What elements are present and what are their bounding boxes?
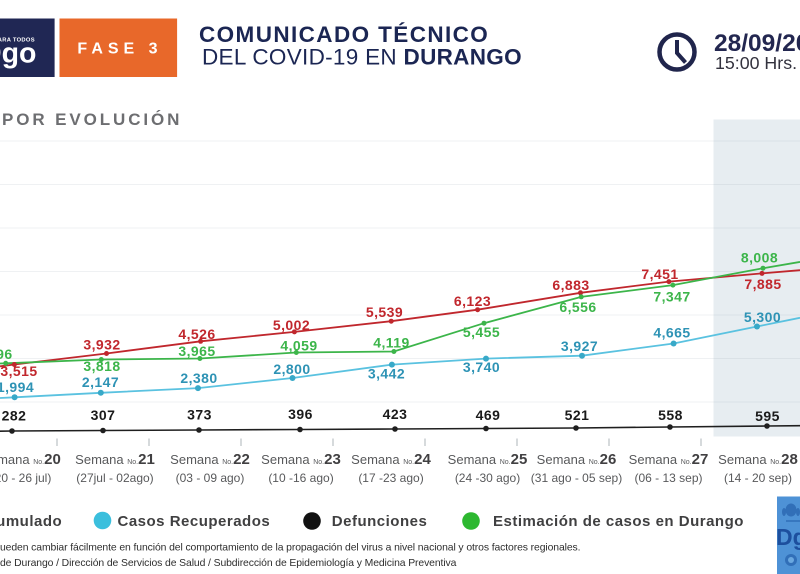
svg-text:558: 558 (658, 407, 683, 423)
svg-text:POR EVOLUCIÓN: POR EVOLUCIÓN (2, 110, 182, 129)
svg-text:6,556: 6,556 (559, 299, 596, 315)
svg-text:Acumulado: Acumulado (0, 513, 62, 530)
svg-text:de Durango / Dirección de Serv: de Durango / Dirección de Servicios de S… (0, 558, 457, 569)
svg-text:3,927: 3,927 (561, 338, 598, 354)
svg-text:4,059: 4,059 (280, 338, 317, 354)
svg-text:1,994: 1,994 (0, 379, 34, 395)
svg-text:5,539: 5,539 (366, 304, 403, 320)
svg-text:4,526: 4,526 (178, 326, 215, 342)
svg-text:Semana No.23: Semana No.23 (261, 451, 341, 468)
svg-text:5,300: 5,300 (744, 309, 781, 325)
svg-text:(31 ago - 05 sep): (31 ago - 05 sep) (531, 471, 622, 485)
svg-text:Semana No.24: Semana No.24 (351, 451, 431, 468)
svg-text:3,965: 3,965 (178, 343, 215, 359)
svg-text:Estimación de casos en Durango: Estimación de casos en Durango (493, 513, 744, 530)
svg-text:PARA TODOS: PARA TODOS (0, 38, 35, 44)
svg-text:3,932: 3,932 (83, 337, 120, 353)
svg-text:Semana No.20: Semana No.20 (0, 451, 61, 468)
svg-text:ueden cambiar fácilmente en fu: ueden cambiar fácilmente en función del … (0, 543, 580, 554)
svg-text:15:00 Hrs.: 15:00 Hrs. (715, 53, 797, 73)
svg-text:Dgo: Dgo (0, 38, 36, 70)
svg-text:4,119: 4,119 (373, 335, 410, 351)
svg-text:521: 521 (565, 407, 590, 423)
svg-text:COMUNICADO TÉCNICO: COMUNICADO TÉCNICO (199, 22, 489, 47)
svg-text:(10 -16 ago): (10 -16 ago) (268, 471, 333, 485)
svg-text:3,696: 3,696 (0, 346, 13, 362)
svg-text:(03 - 09 ago): (03 - 09 ago) (176, 471, 245, 485)
svg-text:FASE 3: FASE 3 (77, 41, 162, 58)
svg-text:2,380: 2,380 (180, 370, 217, 386)
svg-text:5,455: 5,455 (463, 324, 500, 340)
svg-text:Semana No.22: Semana No.22 (170, 451, 250, 468)
svg-text:(24 -30 ago): (24 -30 ago) (455, 471, 520, 485)
svg-text:595: 595 (755, 408, 780, 424)
svg-text:DEL COVID-19 EN DURANGO: DEL COVID-19 EN DURANGO (202, 45, 522, 70)
svg-text:3,515: 3,515 (0, 363, 37, 379)
svg-text:(14 - 20 sep): (14 - 20 sep) (724, 471, 792, 485)
svg-text:7,885: 7,885 (744, 276, 781, 292)
svg-text:(17 -23 ago): (17 -23 ago) (358, 471, 423, 485)
svg-text:(20 - 26 jul): (20 - 26 jul) (0, 471, 51, 485)
svg-text:Semana No.27: Semana No.27 (629, 451, 709, 468)
svg-text:282: 282 (2, 408, 27, 424)
svg-text:Semana No.28: Semana No.28 (718, 451, 798, 468)
svg-text:Semana No.21: Semana No.21 (75, 451, 155, 468)
svg-text:6,123: 6,123 (454, 293, 491, 309)
svg-text:3,442: 3,442 (368, 366, 405, 382)
svg-text:4,665: 4,665 (653, 325, 690, 341)
svg-text:Defunciones: Defunciones (332, 513, 428, 530)
svg-text:8,008: 8,008 (741, 250, 778, 266)
svg-text:7,451: 7,451 (641, 266, 678, 282)
svg-text:Semana No.25: Semana No.25 (448, 451, 528, 468)
svg-text:2,800: 2,800 (273, 361, 310, 377)
svg-text:Casos Recuperados: Casos Recuperados (118, 513, 271, 530)
svg-text:(06 - 13 sep): (06 - 13 sep) (634, 471, 702, 485)
svg-text:423: 423 (383, 406, 408, 422)
svg-text:5,002: 5,002 (273, 317, 310, 333)
svg-text:6,883: 6,883 (552, 277, 589, 293)
svg-text:396: 396 (288, 406, 313, 422)
svg-text:(27jul - 02ago): (27jul - 02ago) (76, 471, 153, 485)
svg-text:2,147: 2,147 (82, 374, 119, 390)
svg-text:373: 373 (187, 407, 212, 423)
svg-text:469: 469 (476, 407, 501, 423)
svg-text:307: 307 (91, 407, 116, 423)
svg-text:7,347: 7,347 (653, 289, 690, 305)
svg-text:Semana No.26: Semana No.26 (537, 451, 617, 468)
svg-text:28/09/2020: 28/09/2020 (714, 30, 800, 57)
svg-text:3,740: 3,740 (463, 359, 500, 375)
svg-text:Dgo: Dgo (776, 524, 800, 550)
svg-text:3,818: 3,818 (83, 358, 120, 374)
